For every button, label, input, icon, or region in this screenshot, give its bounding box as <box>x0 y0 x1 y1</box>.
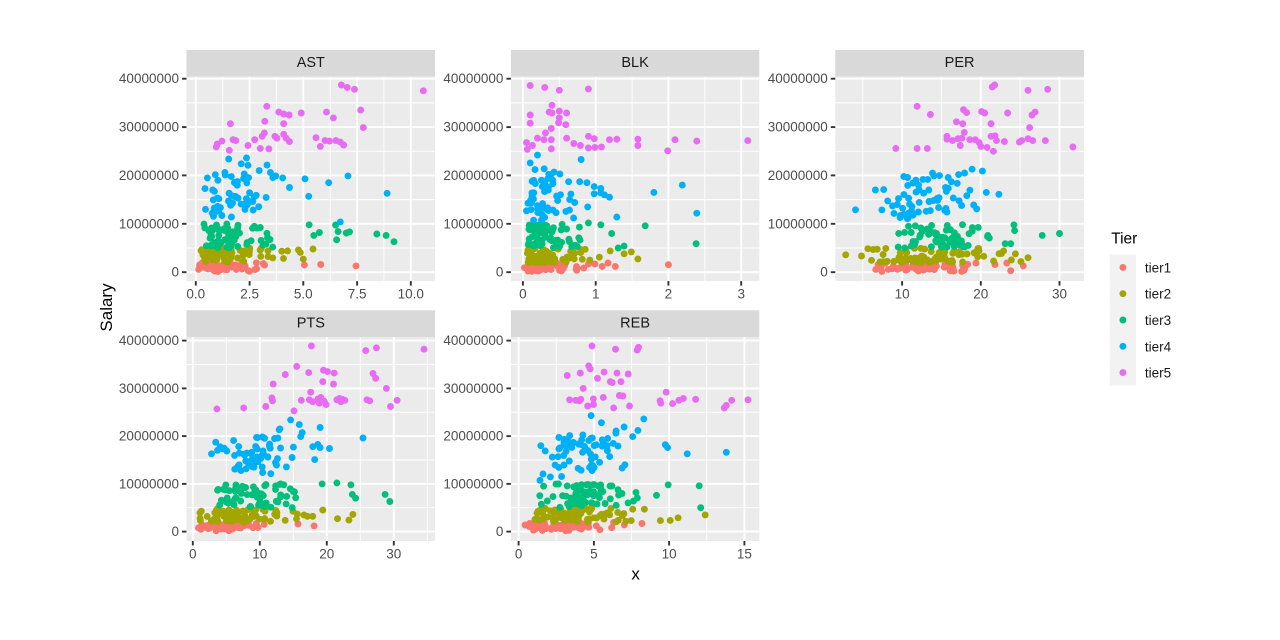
svg-text:2.5: 2.5 <box>240 286 259 301</box>
svg-text:tier5: tier5 <box>1145 366 1171 381</box>
svg-text:20000000: 20000000 <box>768 168 828 183</box>
svg-text:20000000: 20000000 <box>119 168 179 183</box>
svg-text:AST: AST <box>297 55 325 71</box>
svg-text:tier3: tier3 <box>1145 313 1171 328</box>
svg-text:10: 10 <box>252 546 267 561</box>
svg-text:20000000: 20000000 <box>119 429 179 444</box>
svg-text:15: 15 <box>737 546 752 561</box>
svg-text:10.0: 10.0 <box>398 286 424 301</box>
svg-text:40000000: 40000000 <box>443 71 503 86</box>
svg-text:10: 10 <box>662 546 677 561</box>
svg-text:40000000: 40000000 <box>119 71 179 86</box>
svg-text:7.5: 7.5 <box>348 286 367 301</box>
svg-text:PTS: PTS <box>297 315 325 331</box>
svg-text:Tier: Tier <box>1111 230 1137 247</box>
svg-text:30000000: 30000000 <box>768 120 828 135</box>
svg-text:0: 0 <box>820 265 828 280</box>
svg-text:10000000: 10000000 <box>768 216 828 231</box>
svg-text:0: 0 <box>496 524 504 539</box>
svg-text:20: 20 <box>319 546 334 561</box>
svg-text:2: 2 <box>665 286 673 301</box>
svg-text:20: 20 <box>973 286 988 301</box>
svg-text:5: 5 <box>590 546 598 561</box>
svg-text:Salary: Salary <box>97 283 116 332</box>
svg-text:0: 0 <box>519 286 527 301</box>
svg-text:30: 30 <box>1052 286 1067 301</box>
svg-text:30000000: 30000000 <box>443 381 503 396</box>
svg-text:40000000: 40000000 <box>443 333 503 348</box>
svg-text:30: 30 <box>386 546 401 561</box>
svg-text:0: 0 <box>171 265 179 280</box>
svg-text:10000000: 10000000 <box>119 216 179 231</box>
svg-text:0: 0 <box>189 546 197 561</box>
svg-text:0: 0 <box>171 524 179 539</box>
svg-text:40000000: 40000000 <box>768 71 828 86</box>
svg-text:tier1: tier1 <box>1145 260 1171 275</box>
svg-text:30000000: 30000000 <box>443 120 503 135</box>
svg-text:3: 3 <box>737 286 745 301</box>
svg-text:5.0: 5.0 <box>294 286 313 301</box>
svg-text:0.0: 0.0 <box>186 286 205 301</box>
svg-text:tier2: tier2 <box>1145 287 1171 302</box>
svg-text:10000000: 10000000 <box>443 216 503 231</box>
svg-text:10: 10 <box>895 286 910 301</box>
svg-text:tier4: tier4 <box>1145 339 1172 354</box>
svg-text:20000000: 20000000 <box>443 168 503 183</box>
svg-text:x: x <box>631 564 640 583</box>
svg-text:0: 0 <box>496 265 504 280</box>
svg-text:30000000: 30000000 <box>119 381 179 396</box>
svg-text:40000000: 40000000 <box>119 333 179 348</box>
svg-text:BLK: BLK <box>621 55 649 71</box>
svg-text:1: 1 <box>592 286 600 301</box>
svg-text:PER: PER <box>945 55 975 71</box>
svg-text:20000000: 20000000 <box>443 429 503 444</box>
svg-text:0: 0 <box>515 546 523 561</box>
svg-text:10000000: 10000000 <box>119 476 179 491</box>
svg-text:30000000: 30000000 <box>119 120 179 135</box>
svg-text:10000000: 10000000 <box>443 476 503 491</box>
svg-text:REB: REB <box>620 315 650 331</box>
